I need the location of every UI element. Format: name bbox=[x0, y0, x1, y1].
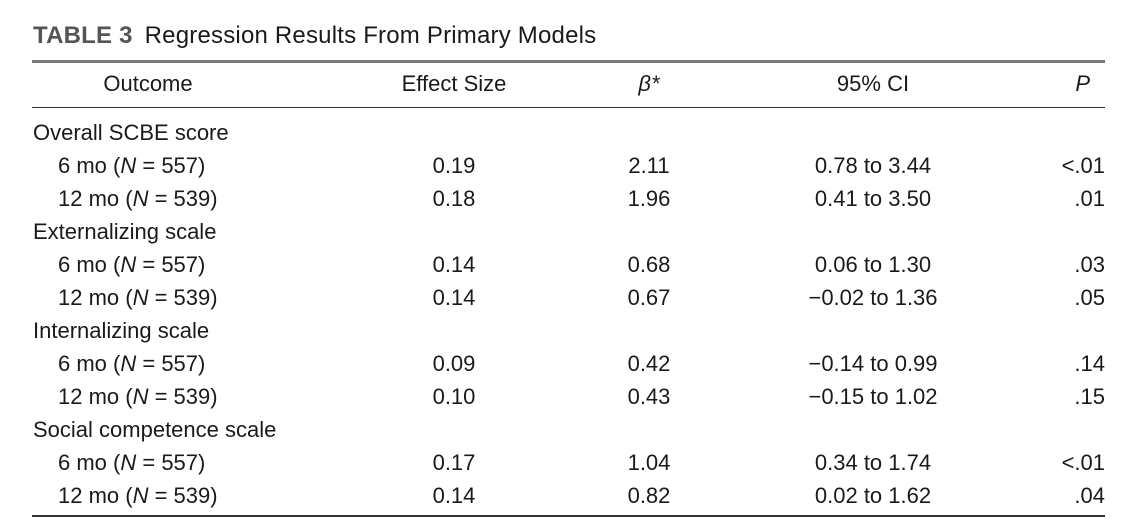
cell-ci: 0.41 to 3.50 bbox=[773, 182, 973, 215]
cell-effect-size: 0.14 bbox=[354, 281, 554, 314]
table-row: 12 mo (N = 539) 0.14 0.82 0.02 to 1.62 .04 bbox=[0, 479, 1124, 512]
cell-outcome: Externalizing scale bbox=[33, 215, 216, 248]
bottom-rule bbox=[32, 515, 1105, 517]
table-row: 12 mo (N = 539) 0.14 0.67 −0.02 to 1.36 .05 bbox=[0, 281, 1124, 314]
cell-p: .04 bbox=[1074, 479, 1105, 512]
cell-beta: 0.42 bbox=[549, 347, 749, 380]
cell-outcome: 6 mo (N = 557) bbox=[58, 248, 205, 281]
cell-outcome: 12 mo (N = 539) bbox=[58, 380, 218, 413]
cell-outcome: Overall SCBE score bbox=[33, 116, 229, 149]
cell-outcome: 12 mo (N = 539) bbox=[58, 479, 218, 512]
cell-effect-size: 0.18 bbox=[354, 182, 554, 215]
table-caption: TABLE 3 Regression Results From Primary M… bbox=[33, 22, 596, 50]
cell-ci: 0.02 to 1.62 bbox=[773, 479, 973, 512]
header-ci: 95% CI bbox=[773, 67, 973, 100]
cell-effect-size: 0.14 bbox=[354, 479, 554, 512]
header-rule bbox=[32, 107, 1105, 108]
section-row: Externalizing scale bbox=[0, 215, 1124, 248]
cell-p: .15 bbox=[1074, 380, 1105, 413]
cell-ci: 0.34 to 1.74 bbox=[773, 446, 973, 479]
cell-outcome: 6 mo (N = 557) bbox=[58, 347, 205, 380]
table-header-row: Outcome Effect Size β* 95% CI P bbox=[0, 67, 1124, 100]
cell-ci: 0.06 to 1.30 bbox=[773, 248, 973, 281]
header-effect-size: Effect Size bbox=[354, 67, 554, 100]
section-row: Overall SCBE score bbox=[0, 116, 1124, 149]
section-row: Social competence scale bbox=[0, 413, 1124, 446]
cell-outcome: 12 mo (N = 539) bbox=[58, 281, 218, 314]
cell-p: <.01 bbox=[1062, 149, 1105, 182]
table-row: 12 mo (N = 539) 0.10 0.43 −0.15 to 1.02 .15 bbox=[0, 380, 1124, 413]
cell-p: .14 bbox=[1074, 347, 1105, 380]
cell-beta: 0.67 bbox=[549, 281, 749, 314]
table-row: 6 mo (N = 557) 0.17 1.04 0.34 to 1.74 <.01 bbox=[0, 446, 1124, 479]
cell-outcome: 12 mo (N = 539) bbox=[58, 182, 218, 215]
cell-effect-size: 0.17 bbox=[354, 446, 554, 479]
cell-outcome: Internalizing scale bbox=[33, 314, 209, 347]
cell-beta: 0.43 bbox=[549, 380, 749, 413]
cell-effect-size: 0.14 bbox=[354, 248, 554, 281]
cell-p: <.01 bbox=[1062, 446, 1105, 479]
cell-p: .03 bbox=[1074, 248, 1105, 281]
table-row: 12 mo (N = 539) 0.18 1.96 0.41 to 3.50 .01 bbox=[0, 182, 1124, 215]
header-outcome: Outcome bbox=[33, 67, 263, 100]
cell-beta: 0.68 bbox=[549, 248, 749, 281]
cell-outcome: Social competence scale bbox=[33, 413, 276, 446]
cell-outcome: 6 mo (N = 557) bbox=[58, 446, 205, 479]
cell-beta: 2.11 bbox=[549, 149, 749, 182]
table-title: Regression Results From Primary Models bbox=[145, 22, 597, 49]
table-row: 6 mo (N = 557) 0.09 0.42 −0.14 to 0.99 .14 bbox=[0, 347, 1124, 380]
cell-beta: 0.82 bbox=[549, 479, 749, 512]
table-row: 6 mo (N = 557) 0.19 2.11 0.78 to 3.44 <.01 bbox=[0, 149, 1124, 182]
cell-ci: −0.02 to 1.36 bbox=[773, 281, 973, 314]
cell-beta: 1.96 bbox=[549, 182, 749, 215]
cell-ci: −0.15 to 1.02 bbox=[773, 380, 973, 413]
cell-ci: −0.14 to 0.99 bbox=[773, 347, 973, 380]
header-beta: β* bbox=[549, 67, 749, 100]
cell-beta: 1.04 bbox=[549, 446, 749, 479]
cell-effect-size: 0.09 bbox=[354, 347, 554, 380]
table-row: 6 mo (N = 557) 0.14 0.68 0.06 to 1.30 .03 bbox=[0, 248, 1124, 281]
cell-effect-size: 0.10 bbox=[354, 380, 554, 413]
cell-p: .01 bbox=[1074, 182, 1105, 215]
cell-ci: 0.78 to 3.44 bbox=[773, 149, 973, 182]
cell-outcome: 6 mo (N = 557) bbox=[58, 149, 205, 182]
top-rule bbox=[32, 60, 1105, 63]
section-row: Internalizing scale bbox=[0, 314, 1124, 347]
table-number: TABLE 3 bbox=[33, 22, 133, 49]
header-p: P bbox=[1075, 67, 1090, 100]
cell-p: .05 bbox=[1074, 281, 1105, 314]
cell-effect-size: 0.19 bbox=[354, 149, 554, 182]
